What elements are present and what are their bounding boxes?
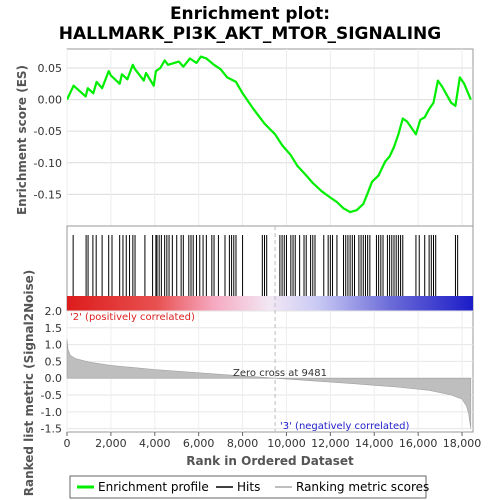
- metric-gridlines: [66, 310, 473, 432]
- legend-es-label: Enrichment profile: [98, 480, 209, 494]
- legend-box: [69, 475, 427, 499]
- metric-y-tick-label: 1.0: [45, 339, 63, 352]
- metric-y-tick-label: -0.5: [41, 389, 62, 402]
- legend-hits-label: Hits: [237, 480, 260, 494]
- metric-y-tick-label: 0.0: [45, 372, 63, 385]
- x-tick-label: 4,000: [139, 437, 171, 450]
- x-tick-label: 18,000: [443, 437, 482, 450]
- negative-correlation-label: '3' (negatively correlated): [280, 421, 409, 432]
- x-axis-label: Rank in Ordered Dataset: [186, 454, 354, 468]
- zero-cross-label: Zero cross at 9481: [233, 368, 327, 379]
- ranking-color-bar: [67, 296, 473, 311]
- es-y-axis-label: Enrichment score (ES): [15, 65, 29, 215]
- es-y-tick-label: 0.05: [38, 62, 63, 75]
- es-line-group: [67, 55, 472, 214]
- x-tick-label: 14,000: [355, 437, 394, 450]
- x-tick-label: 0: [64, 437, 71, 450]
- metric-y-tick-label: 1.5: [45, 322, 63, 335]
- es-y-tick-label: -0.15: [34, 188, 62, 201]
- metric-y-tick-label: 2.0: [45, 305, 63, 318]
- x-tick-labels: 0 2,000 4,000 6,000 8,000 10,000 12,000 14,000 1…: [64, 432, 482, 450]
- metric-area-group: [66, 339, 472, 429]
- x-tick-label: 8,000: [227, 437, 259, 450]
- es-panel-frame: [66, 48, 474, 227]
- x-tick-label: 2,000: [95, 437, 127, 450]
- es-y-tick-label: -0.10: [34, 157, 62, 170]
- hits-group: [72, 235, 459, 296]
- es-y-tick-label: -0.05: [34, 125, 62, 138]
- es-y-tick-labels: 0.05 0.00 -0.05 -0.10 -0.15: [34, 62, 62, 201]
- metric-y-tick-label: -1.0: [41, 406, 62, 419]
- es-line: [67, 55, 472, 214]
- metric-y-tick-label: -1.5: [41, 423, 62, 436]
- chart-title-line2: HALLMARK_PI3K_AKT_MTOR_SIGNALING: [59, 24, 441, 44]
- metric-y-tick-label: 0.5: [45, 355, 63, 368]
- chart-title-line1: Enrichment plot:: [170, 4, 330, 24]
- legend-metric-label: Ranking metric scores: [296, 480, 429, 494]
- metric-y-tick-labels: 2.0 1.5 1.0 0.5 0.0 -0.5 -1.0 -1.5: [41, 305, 62, 436]
- metric-area: [66, 339, 472, 429]
- x-tick-label: 16,000: [399, 437, 438, 450]
- positive-correlation-label: '2' (positively correlated): [70, 312, 195, 323]
- x-tick-label: 6,000: [183, 437, 215, 450]
- es-y-tick-label: 0.00: [38, 94, 63, 107]
- metric-y-axis-label: Ranked list metric (Signal2Noise): [22, 270, 36, 497]
- x-tick-label: 12,000: [311, 437, 350, 450]
- x-tick-label: 10,000: [267, 437, 306, 450]
